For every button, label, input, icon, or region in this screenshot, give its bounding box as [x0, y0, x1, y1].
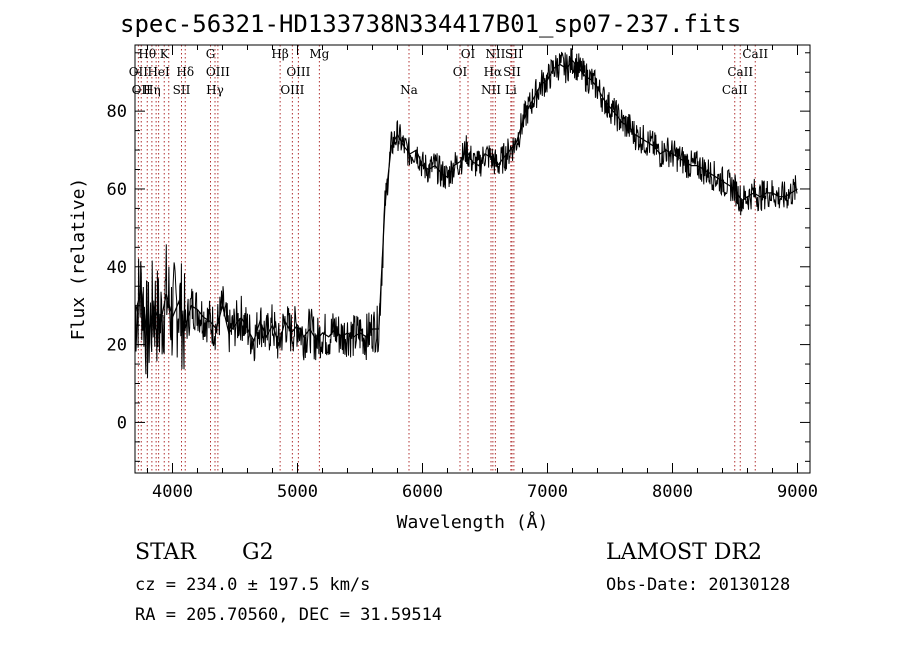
y-tick-label: 60	[107, 180, 127, 200]
spectral-line-label: OI	[453, 65, 468, 79]
spectral-line-label: SII	[503, 65, 521, 79]
spectral-line-label: Hα	[484, 65, 503, 79]
spectral-line-label: Mg	[309, 47, 329, 61]
spectral-line-label: Hγ	[206, 83, 224, 97]
spectral-line-label: SII	[173, 83, 191, 97]
redshift-velocity: cz = 234.0 ± 197.5 km/s	[135, 575, 371, 595]
spectral-line-label: Hη	[143, 83, 161, 97]
y-tick-label: 20	[107, 336, 127, 356]
spectrum-line	[134, 59, 798, 347]
observation-date: Obs-Date: 20130128	[606, 575, 791, 595]
y-tick-label: 0	[117, 413, 127, 433]
x-tick-label: 4000	[152, 482, 193, 502]
y-axis-label: Flux (relative)	[68, 178, 89, 341]
spectral-line-label: Na	[400, 83, 418, 97]
x-tick-label: 5000	[277, 482, 318, 502]
spectral-line-label: NII	[481, 83, 501, 97]
spectral-line-label: CaII	[742, 47, 768, 61]
spectral-line-label: G	[206, 47, 216, 61]
spectral-line-label: OIII	[206, 65, 230, 79]
chart-title: spec-56321-HD133738N334417B01_sp07-237.f…	[120, 10, 742, 38]
x-tick-label: 8000	[652, 482, 693, 502]
spectral-line-label: OIII	[286, 65, 310, 79]
object-subclass: G2	[242, 540, 274, 565]
spectral-line-label: Hδ	[176, 65, 194, 79]
x-tick-label: 6000	[402, 482, 443, 502]
x-tick-label: 7000	[527, 482, 568, 502]
coordinates: RA = 205.70560, DEC = 31.59514	[135, 605, 443, 625]
object-class: STAR	[135, 540, 196, 565]
spectral-line-label: Hθ	[138, 47, 156, 61]
spectral-line-label: SII	[505, 47, 523, 61]
y-tick-label: 80	[107, 102, 127, 122]
spectral-line-label: Li	[505, 83, 517, 97]
spectral-line-label: OIII	[280, 83, 304, 97]
y-tick-label: 40	[107, 258, 127, 278]
spectral-line-label: CaII	[727, 65, 753, 79]
spectral-line-label: HeI	[147, 65, 170, 79]
x-tick-label: 9000	[777, 482, 818, 502]
x-axis-label: Wavelength (Å)	[397, 511, 549, 533]
spectral-line-label: K	[160, 47, 170, 61]
spectral-line-label: Hβ	[271, 47, 288, 61]
spectral-line-label: OII	[132, 83, 152, 97]
survey-name: LAMOST DR2	[606, 540, 762, 565]
plot-frame	[134, 44, 811, 474]
spectrum-noise	[134, 48, 798, 379]
spectral-line-label: CaII	[722, 83, 748, 97]
spectral-line-label: NII	[485, 47, 505, 61]
spectral-line-label: OI	[461, 47, 476, 61]
